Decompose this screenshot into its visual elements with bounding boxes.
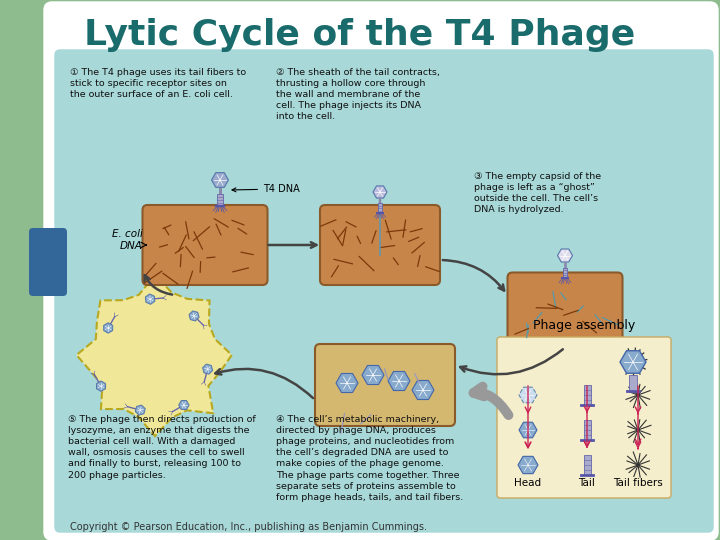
Text: Tail: Tail [579, 478, 595, 488]
Polygon shape [212, 173, 228, 187]
Polygon shape [179, 401, 189, 409]
FancyBboxPatch shape [315, 344, 455, 426]
Text: ② The sheath of the tail contracts,
thrusting a hollow core through
the wall and: ② The sheath of the tail contracts, thru… [276, 68, 440, 122]
Polygon shape [557, 249, 572, 262]
Text: Lytic Cycle of the T4 Phage: Lytic Cycle of the T4 Phage [84, 18, 636, 52]
Text: Phage assembly: Phage assembly [533, 319, 635, 332]
Text: ① The T4 phage uses its tail fibers to
stick to specific receptor sites on
the o: ① The T4 phage uses its tail fibers to s… [70, 68, 246, 99]
Bar [583, 385, 590, 405]
Text: ⑤ The phage then directs production of
lysozyme, an enzyme that digests the
bact: ⑤ The phage then directs production of l… [68, 415, 256, 480]
Text: Tail fibers: Tail fibers [613, 478, 663, 488]
Polygon shape [96, 381, 106, 392]
FancyBboxPatch shape [320, 205, 440, 285]
FancyBboxPatch shape [508, 273, 623, 348]
Polygon shape [336, 374, 358, 393]
Polygon shape [373, 186, 387, 198]
Text: E. coli
DNA: E. coli DNA [112, 229, 143, 251]
Text: T4 DNA: T4 DNA [232, 184, 300, 194]
Polygon shape [104, 323, 113, 333]
Polygon shape [620, 351, 646, 373]
Polygon shape [519, 387, 537, 403]
FancyBboxPatch shape [497, 337, 671, 498]
Bar [378, 203, 382, 213]
Bar [583, 455, 590, 475]
Bar [217, 194, 222, 206]
Polygon shape [519, 422, 537, 438]
FancyBboxPatch shape [55, 50, 713, 532]
Polygon shape [76, 275, 232, 436]
Polygon shape [189, 311, 199, 321]
Polygon shape [412, 381, 434, 400]
FancyBboxPatch shape [29, 228, 67, 296]
FancyBboxPatch shape [143, 205, 268, 285]
FancyBboxPatch shape [44, 2, 718, 540]
Text: Head: Head [514, 478, 541, 488]
Text: Copyright © Pearson Education, Inc., publishing as Benjamin Cummings.: Copyright © Pearson Education, Inc., pub… [70, 522, 427, 532]
Polygon shape [388, 372, 410, 390]
Polygon shape [145, 294, 155, 305]
Bar [629, 375, 637, 391]
Polygon shape [202, 364, 212, 374]
Polygon shape [135, 405, 145, 415]
Text: ④ The cell’s metabolic machinery,
directed by phage DNA, produces
phage proteins: ④ The cell’s metabolic machinery, direct… [276, 415, 463, 502]
Bar [563, 267, 567, 278]
Polygon shape [518, 456, 538, 474]
Polygon shape [362, 366, 384, 384]
Bar [583, 420, 590, 440]
Text: ③ The empty capsid of the
phage is left as a “ghost”
outside the cell. The cell’: ③ The empty capsid of the phage is left … [474, 172, 601, 214]
